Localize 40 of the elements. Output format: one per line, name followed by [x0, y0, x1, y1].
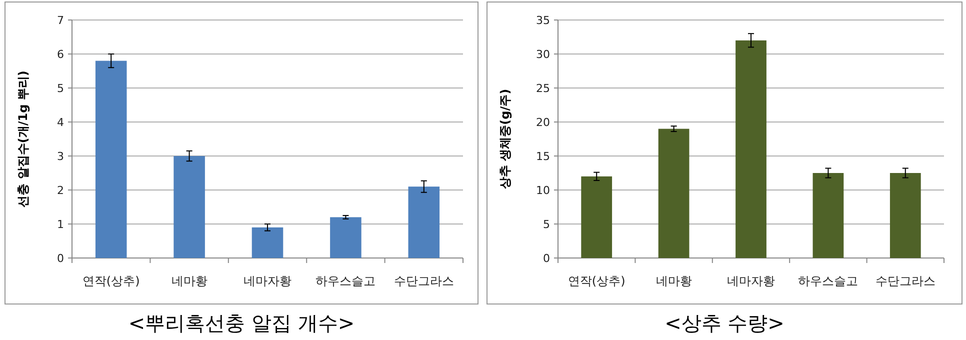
bar	[890, 173, 921, 258]
bar	[581, 176, 612, 258]
x-tick-label: 네마자황	[244, 274, 292, 288]
y-tick-label: 5	[543, 218, 550, 231]
x-tick-label: 연작(상추)	[82, 274, 140, 288]
text: <상추 수량>	[664, 311, 784, 335]
y-axis-title: 상추 생체중(g/주)	[498, 88, 512, 190]
y-tick-label: 10	[536, 184, 550, 197]
y-tick-label: 0	[57, 252, 64, 265]
bar	[658, 128, 690, 258]
x-tick-label: 네마자황	[727, 274, 775, 288]
y-tick-label: 20	[536, 116, 550, 129]
y-tick-label: 1	[57, 218, 64, 231]
bar	[252, 227, 284, 258]
bar	[174, 156, 205, 258]
x-tick-label: 수단그라스	[394, 274, 454, 288]
bar	[330, 217, 362, 258]
y-tick-label: 25	[536, 82, 550, 95]
x-tick-label: 하우스슬고	[798, 274, 858, 288]
y-tick-label: 2	[57, 184, 64, 197]
y-tick-label: 0	[543, 252, 550, 265]
x-tick-label: 네마황	[656, 274, 692, 288]
y-tick-label: 6	[57, 48, 64, 61]
bar	[736, 40, 766, 258]
y-tick-label: 5	[57, 82, 64, 95]
y-tick-label: 30	[536, 48, 550, 61]
x-tick-label: 연작(상추)	[568, 274, 626, 288]
x-tick-label: 하우스슬고	[316, 274, 376, 288]
x-tick-label: 네마황	[171, 274, 208, 288]
bar	[812, 173, 844, 258]
bar	[408, 186, 440, 258]
y-axis-title: 선충 알집수(개/1g 뿌리)	[16, 70, 30, 208]
text: <뿌리혹선충 알집 개수>	[128, 311, 355, 335]
y-tick-label: 4	[57, 116, 64, 129]
y-tick-label: 7	[57, 14, 64, 27]
y-tick-label: 15	[536, 150, 550, 163]
x-tick-label: 수단그라스	[875, 274, 936, 288]
bar	[95, 60, 127, 258]
y-tick-label: 3	[57, 150, 64, 163]
y-tick-label: 35	[536, 14, 550, 27]
